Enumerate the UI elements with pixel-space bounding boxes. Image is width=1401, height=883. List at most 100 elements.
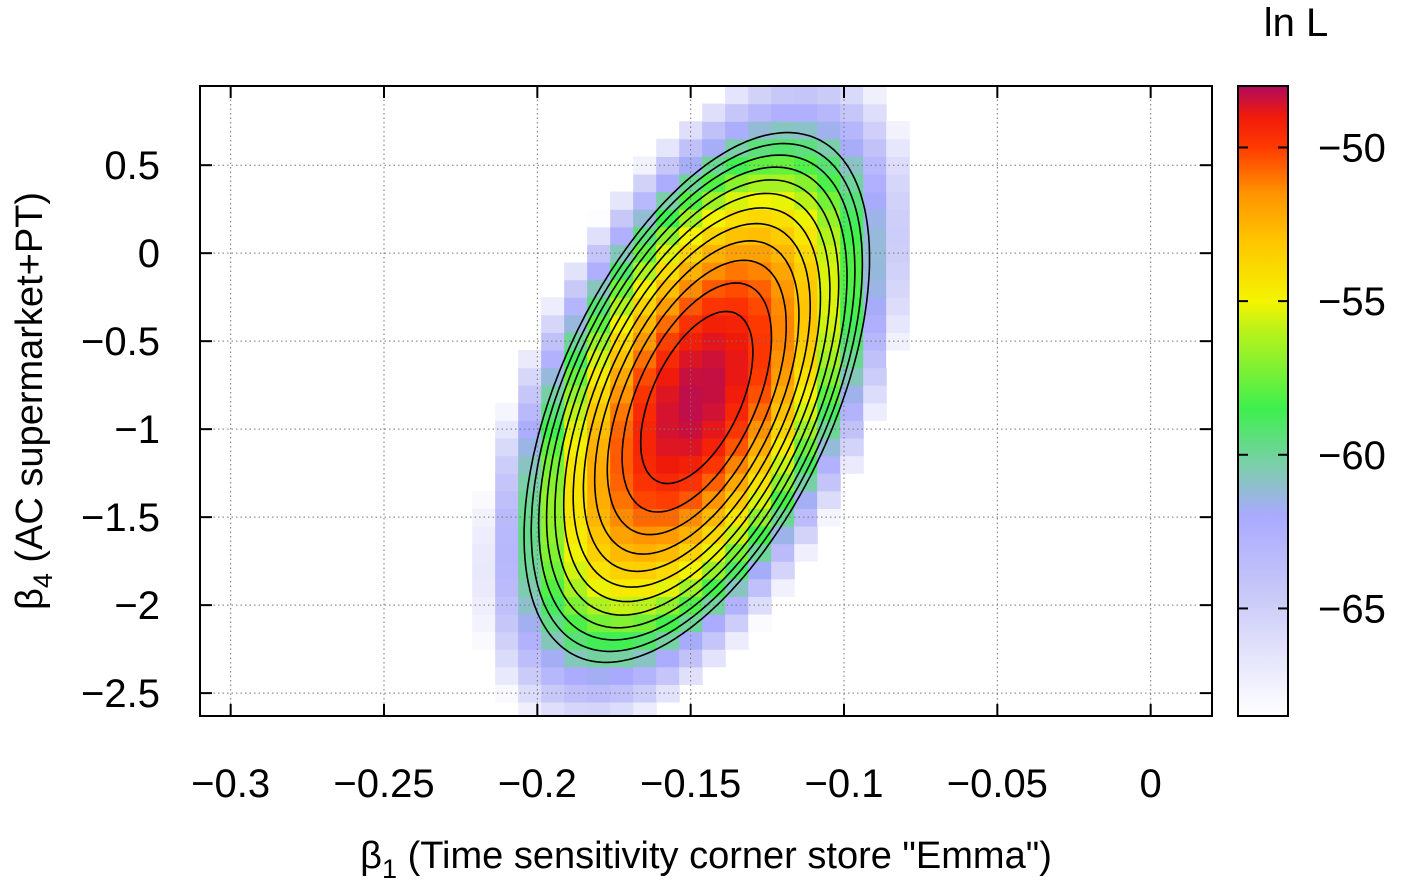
heatmap-cell [886,226,910,245]
heatmap-cell [725,613,749,633]
heatmap-cell [771,279,795,298]
heatmap-cell [817,332,841,351]
heatmap-cell [564,613,588,633]
heatmap-cell [840,349,864,369]
heatmap-cell [587,420,611,439]
colorbar [1238,86,1288,716]
heatmap-cell [840,420,864,439]
heatmap-cell [886,349,910,369]
heatmap-cell [518,455,542,474]
heatmap-cell [748,332,772,351]
heatmap-cell [610,631,634,650]
heatmap-cell [472,525,496,545]
heatmap-cell [564,244,588,263]
heatmap-cell [863,226,887,245]
heatmap-cell [794,191,818,210]
heatmap-cell [541,314,565,333]
y-tick-label: 0 [138,232,160,276]
heatmap-cell [656,508,680,527]
heatmap-cell [771,173,795,193]
heatmap-cell [633,508,657,527]
heatmap-cell [656,490,680,509]
heatmap-cell [702,385,726,404]
heatmap-cell [840,455,864,474]
heatmap-cell [656,473,680,492]
heatmap-cell [564,473,588,492]
heatmap-cell [702,473,726,492]
heatmap-cell [587,437,611,457]
heatmap-cell [817,103,841,122]
heatmap-cell [817,173,841,193]
heatmap-cell [702,649,726,668]
heatmap-cell [656,420,680,439]
heatmap-cell [564,314,588,333]
heatmap-cell [541,649,565,668]
y-tick-label: 0.5 [104,144,160,188]
heatmap-cell [541,613,565,633]
contour-line [572,207,822,588]
heatmap-cell [610,701,634,716]
x-tick-label: −0.2 [498,762,577,806]
heatmap-cell [863,138,887,157]
heatmap-cell [771,138,795,157]
heatmap-cell [725,455,749,474]
heatmap-cell [725,402,749,421]
colorbar-frame [1237,85,1289,717]
heatmap-cell [472,631,496,650]
heatmap-cell [541,578,565,597]
heatmap-cell [610,508,634,527]
heatmap-cell [863,103,887,122]
contour-line [621,282,773,513]
heatmap-cell [863,173,887,193]
heatmap-cell [702,631,726,650]
contour-line [639,310,754,485]
heatmap-cell [725,525,749,545]
heatmap-cell [564,437,588,457]
heatmap-cell [587,631,611,650]
y-tick-label: −1.5 [81,496,160,540]
heatmap-cell [817,385,841,404]
heatmap-cell [564,525,588,545]
y-tick-label: −2 [114,584,160,628]
y-axis: 0.5 0 −0.5 −1 −1.5 −2 −2.5 [81,144,1212,716]
heatmap-cell [495,561,519,580]
heatmap-cell [771,437,795,457]
heatmap-cell [702,314,726,333]
heatmap-cell [633,649,657,668]
heatmap-cell [817,156,841,175]
heatmap-cell [840,191,864,210]
heatmap-cell [794,156,818,175]
heatmap-cell [771,455,795,474]
heatmap-cell [633,455,657,474]
heatmap-cell [587,490,611,509]
heatmap-cell [725,121,749,140]
heatmap-cell [725,191,749,210]
heatmap-cell [518,490,542,509]
heatmap-cell [679,314,703,333]
heatmap-cell [610,367,634,386]
heatmap-cell [748,173,772,193]
heatmap-cell [587,244,611,263]
heatmap-cell [817,455,841,474]
heatmap-cell [702,138,726,157]
heatmap-cell [863,86,887,105]
heatmap-cell [610,191,634,210]
heatmap-cell [656,297,680,316]
heatmap-cell [495,437,519,457]
heatmap-cell [541,332,565,351]
heatmap-cell [863,332,887,351]
heatmap-cell [587,385,611,404]
heatmap-cell [748,138,772,157]
grid-lines [200,86,1212,716]
heatmap-cell [564,261,588,281]
heatmap-cell [817,490,841,509]
heatmap-cell [725,103,749,122]
heatmap-cell [794,314,818,333]
heatmap-cell [679,191,703,210]
heatmap-cell [725,314,749,333]
heatmap-cell [840,209,864,228]
heatmap-cell [679,613,703,633]
heatmap-cell [863,156,887,175]
heatmap-cell [587,226,611,245]
heatmap-cell [771,525,795,545]
